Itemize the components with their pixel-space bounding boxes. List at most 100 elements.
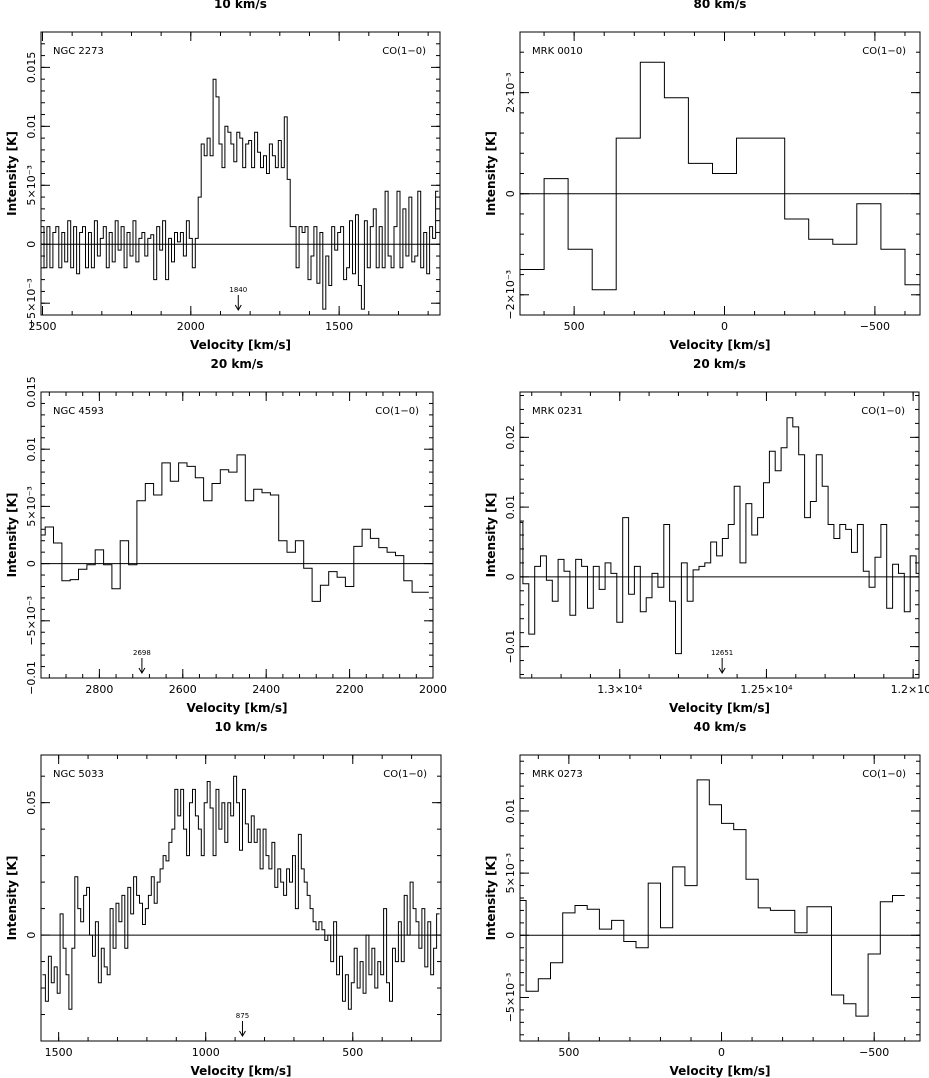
- spectrum-histogram: [41, 78, 439, 310]
- x-tick-label: 2200: [336, 683, 364, 696]
- x-tick-label: 2400: [252, 683, 280, 696]
- plot-frame: [40, 391, 434, 679]
- galaxy-name-label: MRK 0273: [532, 769, 583, 780]
- y-tick-label: −0.01: [25, 661, 38, 695]
- line-transition-label: CO(1−0): [861, 406, 905, 417]
- y-axis-label: Intensity [K]: [5, 131, 19, 216]
- galaxy-name-label: NGC 4593: [53, 406, 104, 417]
- y-tick-label: 0.015: [25, 376, 38, 408]
- y-tick-label: −0.01: [504, 630, 517, 664]
- panel-resolution-title: 20 km/s: [693, 357, 746, 371]
- x-axis-label: Velocity [km/s]: [669, 1064, 770, 1078]
- systemic-velocity-label: 875: [236, 1012, 249, 1020]
- plot-frame: [40, 31, 441, 316]
- x-tick-label: 2800: [85, 683, 113, 696]
- x-axis-label: Velocity [km/s]: [186, 701, 287, 715]
- y-tick-label: −5×10⁻³: [504, 973, 517, 1023]
- panel-resolution-title: 10 km/s: [214, 0, 267, 11]
- spectrum-panel-5: 10 km/s 1500 1000 500 0 0.05 Velocity [km/s] In…: [5, 720, 442, 1078]
- x-tick-label: 1.25×10⁴: [740, 683, 793, 696]
- line-transition-label: CO(1−0): [375, 406, 419, 417]
- y-tick-label: 2×10⁻³: [504, 72, 517, 112]
- line-transition-label: CO(1−0): [862, 769, 906, 780]
- y-tick-label: 0.01: [25, 437, 38, 462]
- spectrum-panel-2: 80 km/s 500 0 −500 −2×10⁻³ 0 2×10⁻³ Velocity [k…: [484, 0, 921, 352]
- x-tick-label: 1000: [192, 1046, 220, 1059]
- spectrum-histogram: [520, 417, 920, 655]
- y-tick-label: 5×10⁻³: [25, 486, 38, 526]
- y-axis-label: Intensity [K]: [484, 131, 498, 216]
- y-tick-label: 5×10⁻³: [504, 853, 517, 893]
- galaxy-name-label: MRK 0231: [532, 406, 583, 417]
- y-tick-label: 0: [25, 241, 38, 248]
- spectrum-panel-4: 20 km/s 1.3×10⁴ 1.25×10⁴ 1.2×10⁴ −0.01 0 0.01 0…: [484, 357, 929, 715]
- spectrum-histogram: [520, 779, 905, 1017]
- x-tick-label: 500: [558, 1046, 579, 1059]
- spectrum-histogram: [42, 775, 440, 1010]
- line-transition-label: CO(1−0): [383, 769, 427, 780]
- y-axis-label: Intensity [K]: [5, 493, 19, 578]
- panel-resolution-title: 80 km/s: [694, 0, 747, 11]
- y-tick-label: 0.05: [25, 790, 38, 815]
- y-tick-label: 0: [504, 190, 517, 197]
- x-tick-label: 500: [342, 1046, 363, 1059]
- x-tick-label: 1.2×10⁴: [891, 683, 929, 696]
- panel-resolution-title: 10 km/s: [215, 720, 268, 734]
- x-tick-label: 500: [564, 320, 585, 333]
- y-tick-label: −5×10⁻³: [25, 278, 38, 328]
- plot-frame: [40, 754, 442, 1042]
- arrow-head: [234, 304, 242, 311]
- x-tick-label: 2500: [28, 320, 56, 333]
- line-transition-label: CO(1−0): [382, 46, 426, 57]
- galaxy-name-label: MRK 0010: [532, 46, 583, 57]
- y-axis-label: Intensity [K]: [484, 493, 498, 578]
- x-axis-label: Velocity [km/s]: [190, 1064, 291, 1078]
- x-tick-label: −500: [860, 320, 890, 333]
- galaxy-name-label: NGC 5033: [53, 769, 104, 780]
- y-tick-label: −5×10⁻³: [25, 596, 38, 646]
- x-axis-label: Velocity [km/s]: [669, 338, 770, 352]
- y-tick-label: 0: [25, 560, 38, 567]
- plot-frame: [519, 391, 920, 679]
- x-tick-label: −500: [859, 1046, 889, 1059]
- x-tick-label: 1.3×10⁴: [597, 683, 643, 696]
- systemic-velocity-label: 1840: [229, 286, 247, 294]
- y-tick-label: 0: [504, 932, 517, 939]
- y-tick-label: 0: [25, 932, 38, 939]
- x-axis-label: Velocity [km/s]: [669, 701, 770, 715]
- x-tick-label: 1500: [325, 320, 353, 333]
- arrow-head: [718, 667, 726, 674]
- arrow-head: [239, 1030, 246, 1037]
- x-tick-label: 0: [718, 1046, 725, 1059]
- line-transition-label: CO(1−0): [862, 46, 906, 57]
- y-tick-label: 0.01: [504, 495, 517, 519]
- plot-frame: [519, 754, 921, 1042]
- x-tick-label: 2000: [177, 320, 205, 333]
- y-axis-label: Intensity [K]: [5, 856, 19, 941]
- y-tick-label: 0.015: [25, 52, 38, 84]
- systemic-velocity-label: 12651: [711, 649, 733, 657]
- spectrum-histogram: [41, 454, 429, 602]
- y-tick-label: 0: [504, 573, 517, 580]
- y-tick-label: 5×10⁻³: [25, 165, 38, 205]
- x-tick-label: 1500: [45, 1046, 73, 1059]
- spectrum-panel-1: 10 km/s 2500 2000 1500 −5×10⁻³ 0 5×10⁻³ 0.01 0.0…: [5, 0, 441, 352]
- galaxy-name-label: NGC 2273: [53, 46, 104, 57]
- spectrum-panel-3: 20 km/s 2800 2600 2400 2200 2000 −0.01 −5×10⁻³ 0…: [5, 357, 447, 715]
- spectrum-panel-6: 40 km/s 500 0 −500 −5×10⁻³ 0 5×10⁻³ 0.01 Velocit…: [484, 720, 921, 1078]
- x-axis-label: Velocity [km/s]: [190, 338, 291, 352]
- y-tick-label: 0.01: [504, 799, 517, 824]
- x-tick-label: 0: [721, 320, 728, 333]
- y-tick-label: −2×10⁻³: [504, 270, 517, 320]
- x-tick-label: 2000: [419, 683, 447, 696]
- systemic-velocity-label: 2698: [133, 649, 151, 657]
- panel-resolution-title: 20 km/s: [211, 357, 264, 371]
- panel-resolution-title: 40 km/s: [694, 720, 747, 734]
- y-tick-label: 0.02: [504, 425, 517, 450]
- spectrum-histogram: [520, 61, 920, 291]
- y-tick-label: 0.01: [25, 114, 38, 139]
- y-axis-label: Intensity [K]: [484, 856, 498, 941]
- x-tick-label: 2600: [169, 683, 197, 696]
- arrow-head: [138, 667, 146, 674]
